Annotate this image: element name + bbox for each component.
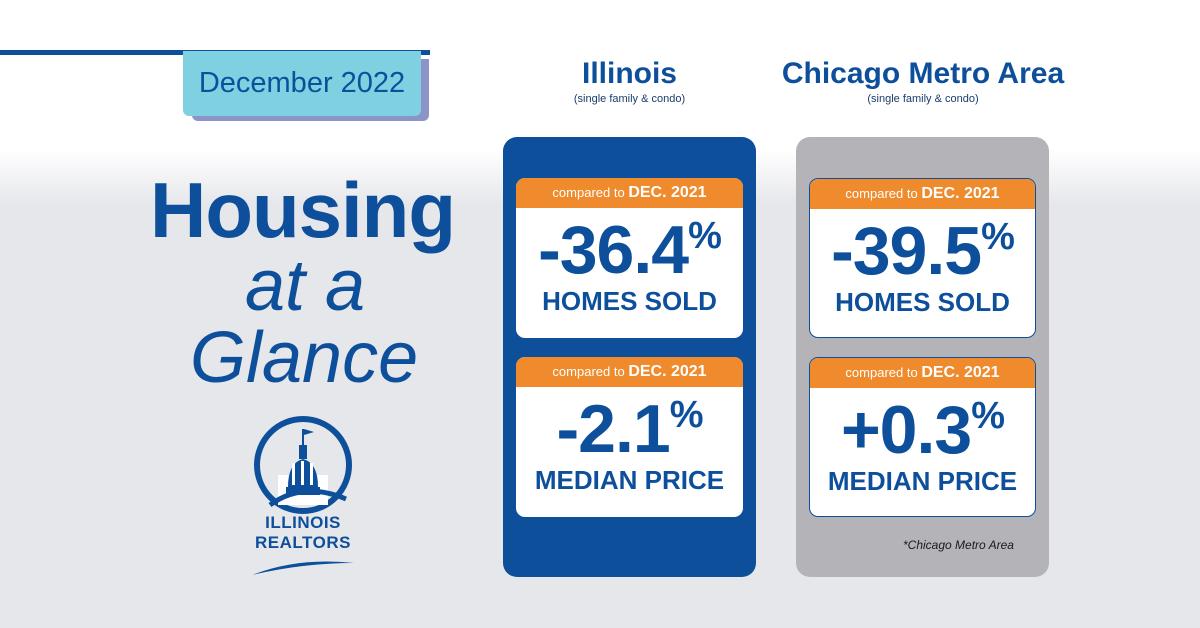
stat-label: MEDIAN PRICE bbox=[534, 465, 725, 495]
comparison-bar: compared to DEC. 2021 bbox=[516, 357, 743, 387]
date-label: December 2022 bbox=[198, 67, 406, 99]
illinois-median-price-card: compared to DEC. 2021 -2.1% MEDIAN PRICE bbox=[516, 357, 743, 517]
compare-prefix: compared to bbox=[845, 365, 918, 380]
stat-value: +0.3% bbox=[810, 394, 1035, 466]
percent-sign: % bbox=[981, 216, 1015, 258]
chicago-panel: compared to DEC. 2021 -39.5% HOMES SOLD … bbox=[796, 137, 1049, 577]
date-tab: December 2022 bbox=[183, 51, 421, 116]
compare-date: DEC. 2021 bbox=[628, 184, 707, 201]
illinois-homes-sold-card: compared to DEC. 2021 -36.4% HOMES SOLD bbox=[516, 178, 743, 338]
illinois-title: Illinois bbox=[581, 57, 677, 90]
percent-sign: % bbox=[688, 215, 722, 257]
compare-prefix: compared to bbox=[552, 364, 625, 379]
capitol-dome-icon bbox=[254, 416, 352, 514]
stat-number: -36.4 bbox=[538, 212, 689, 288]
stat-number: +0.3 bbox=[840, 392, 972, 468]
footnote: *Chicago Metro Area bbox=[903, 538, 1014, 552]
percent-sign: % bbox=[971, 395, 1005, 437]
illinois-subtitle: (single family & condo) bbox=[573, 93, 686, 105]
comparison-bar: compared to DEC. 2021 bbox=[810, 179, 1035, 209]
stat-label: HOMES SOLD bbox=[835, 287, 1010, 317]
illinois-panel: compared to DEC. 2021 -36.4% HOMES SOLD … bbox=[503, 137, 756, 577]
stat-value: -36.4% bbox=[516, 214, 743, 286]
stat-label: MEDIAN PRICE bbox=[827, 466, 1018, 496]
headline-line-3: Glance bbox=[190, 318, 419, 398]
compare-prefix: compared to bbox=[845, 186, 918, 201]
stat-label: HOMES SOLD bbox=[542, 286, 717, 316]
headline: Housing at a Glance bbox=[150, 170, 470, 394]
headline-line-2: at a bbox=[245, 246, 366, 326]
compare-date: DEC. 2021 bbox=[921, 364, 1000, 381]
compare-date: DEC. 2021 bbox=[628, 363, 707, 380]
compare-prefix: compared to bbox=[552, 185, 625, 200]
logo-line-1: ILLINOIS bbox=[265, 513, 341, 532]
comparison-bar: compared to DEC. 2021 bbox=[810, 358, 1035, 388]
logo-swoosh-icon bbox=[252, 561, 354, 575]
logo-wordmark: ILLINOIS REALTORS bbox=[248, 513, 358, 553]
chicago-subtitle: (single family & condo) bbox=[867, 93, 979, 105]
chicago-title: Chicago Metro Area bbox=[781, 57, 1065, 90]
illinois-realtors-logo: ILLINOIS REALTORS bbox=[248, 415, 358, 580]
comparison-bar: compared to DEC. 2021 bbox=[516, 178, 743, 208]
logo-line-2: REALTORS bbox=[255, 533, 351, 552]
stat-number: -39.5 bbox=[831, 213, 982, 289]
stat-value: -2.1% bbox=[516, 393, 743, 465]
headline-line-1: Housing bbox=[150, 166, 456, 254]
compare-date: DEC. 2021 bbox=[921, 185, 1000, 202]
percent-sign: % bbox=[669, 394, 704, 436]
stat-number: -2.1 bbox=[556, 391, 671, 467]
chicago-median-price-card: compared to DEC. 2021 +0.3% MEDIAN PRICE bbox=[809, 357, 1036, 517]
illinois-column-header: Illinois (single family & condo) bbox=[503, 56, 756, 106]
chicago-homes-sold-card: compared to DEC. 2021 -39.5% HOMES SOLD bbox=[809, 178, 1036, 338]
chicago-column-header: Chicago Metro Area (single family & cond… bbox=[780, 56, 1066, 106]
stat-value: -39.5% bbox=[810, 215, 1035, 287]
